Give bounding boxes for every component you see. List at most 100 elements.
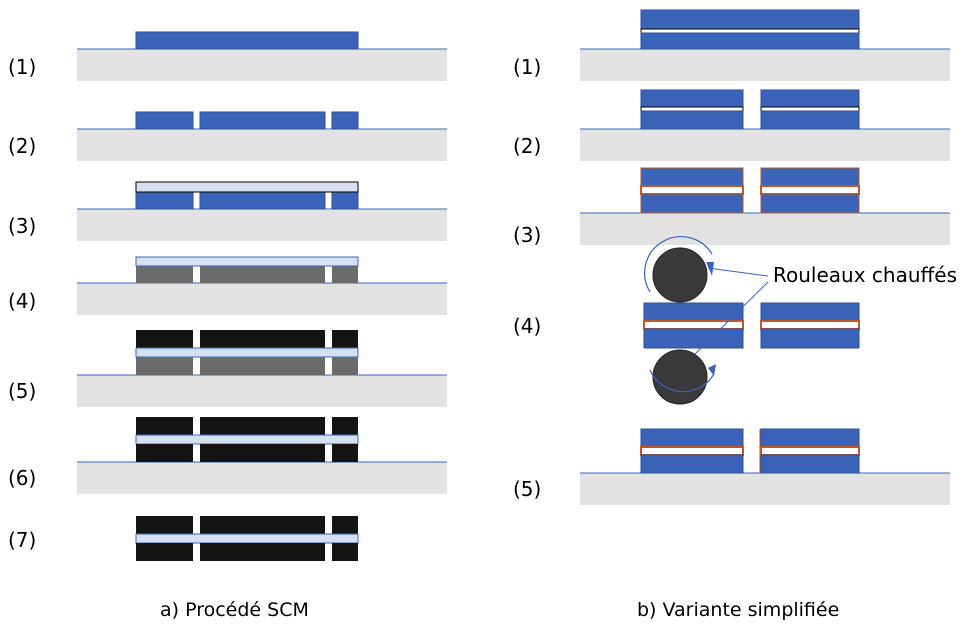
caption-right: b) Variante simplifiée (637, 599, 839, 621)
blue-segment (331, 191, 359, 210)
blue-block (760, 302, 860, 322)
blue-block (640, 428, 744, 448)
black-segment (136, 543, 193, 561)
grey-segment (332, 266, 358, 283)
substrate (77, 129, 447, 161)
grey-segment (136, 357, 193, 375)
copper-layer (640, 185, 744, 195)
step-label: (5) (513, 477, 541, 501)
left-step-6 (77, 417, 447, 494)
blue-segment (135, 111, 194, 130)
annotation-line (707, 267, 769, 277)
black-segment (200, 330, 325, 348)
black-segment (136, 330, 193, 348)
light-layer (135, 434, 359, 445)
black-segment (332, 444, 358, 462)
annotation-label: Rouleaux chauffés (773, 263, 957, 287)
left-process: (1) (2) (3) (4) (5) (6) (7) a) Procédé S… (8, 31, 447, 621)
black-segment (136, 444, 193, 462)
black-segment (332, 330, 358, 348)
light-layer (640, 28, 860, 34)
copper-layer (643, 320, 744, 330)
substrate (580, 49, 950, 81)
blue-block (760, 428, 860, 448)
copper-layer (640, 446, 744, 456)
black-segment (200, 417, 325, 435)
black-segment (332, 417, 358, 435)
blue-block (640, 167, 744, 187)
grey-segment (200, 266, 325, 283)
left-step-1 (77, 31, 447, 81)
substrate (580, 129, 950, 161)
blue-segment (135, 191, 194, 210)
blue-segment (199, 111, 326, 130)
light-layer (135, 347, 359, 358)
left-step-5 (77, 330, 447, 407)
right-step-1 (580, 9, 950, 81)
blue-layer (640, 32, 860, 50)
grey-segment (136, 266, 193, 283)
black-segment (200, 543, 325, 561)
grey-segment (200, 357, 325, 375)
copper-layer (760, 446, 860, 456)
blue-block (640, 454, 744, 474)
right-step-4: Rouleaux chauffés (643, 236, 957, 405)
grey-segment (332, 357, 358, 375)
blue-block (760, 328, 860, 349)
blue-block (760, 167, 860, 187)
blue-block (760, 89, 860, 108)
blue-layer (135, 31, 359, 50)
blue-block (643, 328, 744, 349)
step-label: (2) (8, 134, 36, 158)
blue-segment (331, 111, 359, 130)
right-step-2 (580, 89, 950, 161)
left-step-7 (135, 516, 359, 561)
blue-block (760, 110, 860, 130)
black-segment (332, 516, 358, 534)
light-layer (135, 181, 359, 193)
heated-roller-top (652, 247, 708, 303)
left-step-3 (77, 181, 447, 241)
light-layer (760, 106, 860, 112)
right-step-3 (580, 167, 950, 245)
blue-segment (199, 191, 326, 210)
black-segment (136, 417, 193, 435)
annotation-line (694, 281, 769, 355)
step-label: (4) (8, 289, 36, 313)
rotation-arrow-bottom (649, 369, 715, 393)
rotation-arrow-top (644, 236, 713, 293)
blue-block (640, 193, 744, 214)
substrate (77, 283, 447, 315)
substrate (77, 209, 447, 241)
substrate (77, 49, 447, 81)
step-label: (3) (513, 223, 541, 247)
caption-left: a) Procédé SCM (160, 599, 309, 621)
step-label: (1) (513, 55, 541, 79)
blue-block (640, 110, 744, 130)
copper-layer (760, 320, 860, 330)
step-label: (3) (8, 214, 36, 238)
black-segment (200, 516, 325, 534)
blue-block (640, 89, 744, 108)
light-layer (135, 256, 359, 267)
blue-block (760, 454, 860, 474)
black-segment (200, 444, 325, 462)
left-step-2 (77, 111, 447, 161)
step-label: (6) (8, 466, 36, 490)
copper-layer (760, 185, 860, 195)
light-layer (640, 106, 744, 112)
black-segment (332, 543, 358, 561)
heated-roller-bottom (652, 349, 708, 405)
substrate (580, 473, 950, 505)
step-label: (1) (8, 55, 36, 79)
step-label: (2) (513, 134, 541, 158)
step-label: (7) (8, 528, 36, 552)
blue-block (760, 193, 860, 214)
blue-block (643, 302, 744, 322)
step-label: (5) (8, 379, 36, 403)
light-layer (135, 533, 359, 544)
step-label: (4) (513, 314, 541, 338)
black-segment (136, 516, 193, 534)
blue-layer (640, 9, 860, 30)
